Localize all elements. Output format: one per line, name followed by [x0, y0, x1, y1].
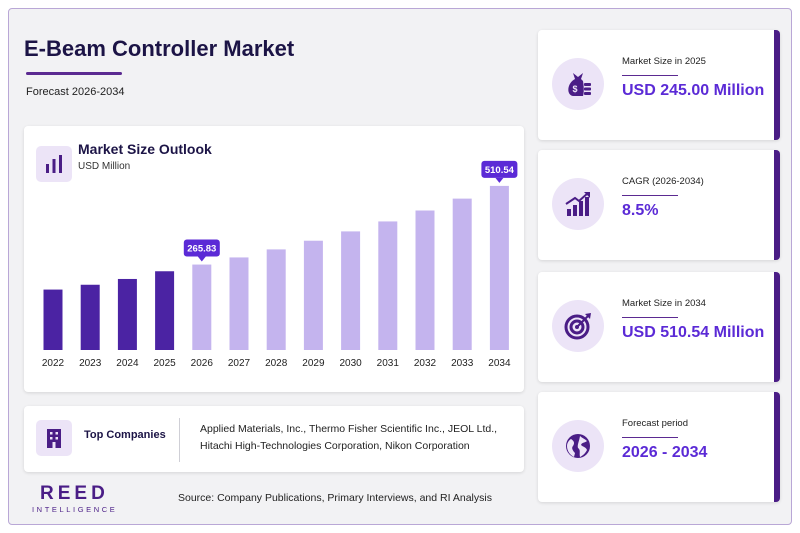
svg-text:$: $ — [572, 84, 577, 94]
reed-logo: REED — [40, 483, 109, 504]
stat-card-forecast-period: Forecast period 2026 - 2034 — [538, 392, 780, 502]
bar-2032 — [415, 210, 435, 350]
stat-value: 2026 - 2034 — [622, 444, 708, 461]
bar-chart: 2022 2023 2024 2025 2026 265.83 2027 2028 2029 20… — [42, 160, 518, 369]
stat-card-cagr: CAGR (2026-2034) 8.5% — [538, 150, 780, 260]
market-size-chart-card: Market Size Outlook USD Million 2022 2023… — [24, 126, 524, 392]
bar-2033 — [452, 198, 472, 350]
stat-value: USD 510.54 Million — [622, 324, 765, 341]
money-bag-icon: $ — [552, 58, 604, 110]
top-companies-list: Applied Materials, Inc., Thermo Fisher S… — [200, 423, 498, 452]
bar-chart-icon — [36, 146, 72, 182]
stat-divider — [622, 317, 678, 318]
chart-unit-label: USD Million — [78, 161, 131, 172]
stat-label: Market Size in 2034 — [622, 298, 706, 309]
x-tick-label: 2026 — [191, 358, 214, 369]
x-tick-label: 2031 — [377, 358, 400, 369]
page-subtitle: Forecast 2026-2034 — [26, 86, 125, 98]
bar-2029 — [303, 240, 323, 350]
stat-label: Forecast period — [622, 418, 689, 429]
x-tick-label: 2034 — [488, 358, 511, 369]
top-companies-card: Top Companies Applied Materials, Inc., T… — [24, 406, 524, 472]
stat-card-market-size-2034: Market Size in 2034 USD 510.54 Million — [538, 272, 780, 382]
callout-bubble-2034 — [481, 160, 518, 178]
stat-divider — [622, 437, 678, 438]
bar-2022 — [43, 289, 63, 350]
bar-2027 — [229, 257, 249, 350]
data-label-2034: 510.54 — [485, 165, 515, 176]
x-tick-label: 2027 — [228, 358, 251, 369]
callout-pointer-2026 — [197, 256, 206, 262]
bar-2028 — [266, 249, 286, 350]
x-tick-label: 2024 — [116, 358, 139, 369]
data-label-2026: 265.83 — [187, 244, 216, 255]
x-tick-label: 2032 — [414, 358, 437, 369]
stat-divider — [622, 195, 678, 196]
stat-value: USD 245.00 Million — [622, 82, 765, 99]
bar-2026 — [192, 264, 212, 350]
growth-chart-icon — [552, 178, 604, 230]
building-icon — [36, 420, 72, 456]
x-tick-label: 2028 — [265, 358, 288, 369]
target-icon — [552, 300, 604, 352]
page-title: E-Beam Controller Market — [24, 36, 295, 61]
globe-icon — [552, 420, 604, 472]
x-tick-label: 2030 — [339, 358, 362, 369]
bar-2034 — [489, 185, 509, 350]
source-note: Source: Company Publications, Primary In… — [178, 492, 492, 504]
x-tick-label: 2029 — [302, 358, 325, 369]
stat-label: CAGR (2026-2034) — [622, 176, 704, 187]
x-tick-label: 2033 — [451, 358, 474, 369]
chart-title: Market Size Outlook — [78, 141, 212, 157]
bar-2031 — [378, 221, 398, 350]
x-tick-label: 2023 — [79, 358, 102, 369]
companies-divider — [179, 418, 180, 462]
stat-card-market-size-2025: $ Market Size in 2025 USD 245.00 Million — [538, 30, 780, 140]
bar-2023 — [80, 284, 100, 350]
stat-label: Market Size in 2025 — [622, 56, 706, 67]
x-tick-label: 2022 — [42, 358, 65, 369]
bar-2024 — [117, 278, 137, 350]
x-tick-label: 2025 — [153, 358, 176, 369]
bar-2025 — [155, 271, 175, 350]
stat-value: 8.5% — [622, 202, 659, 219]
title-underline — [26, 72, 122, 75]
stat-divider — [622, 75, 678, 76]
reed-logo-tagline: INTELLIGENCE — [32, 505, 118, 514]
callout-pointer-2034 — [495, 177, 504, 183]
callout-bubble-2026 — [183, 239, 220, 257]
top-companies-label: Top Companies — [84, 429, 166, 441]
bar-2030 — [341, 231, 361, 350]
